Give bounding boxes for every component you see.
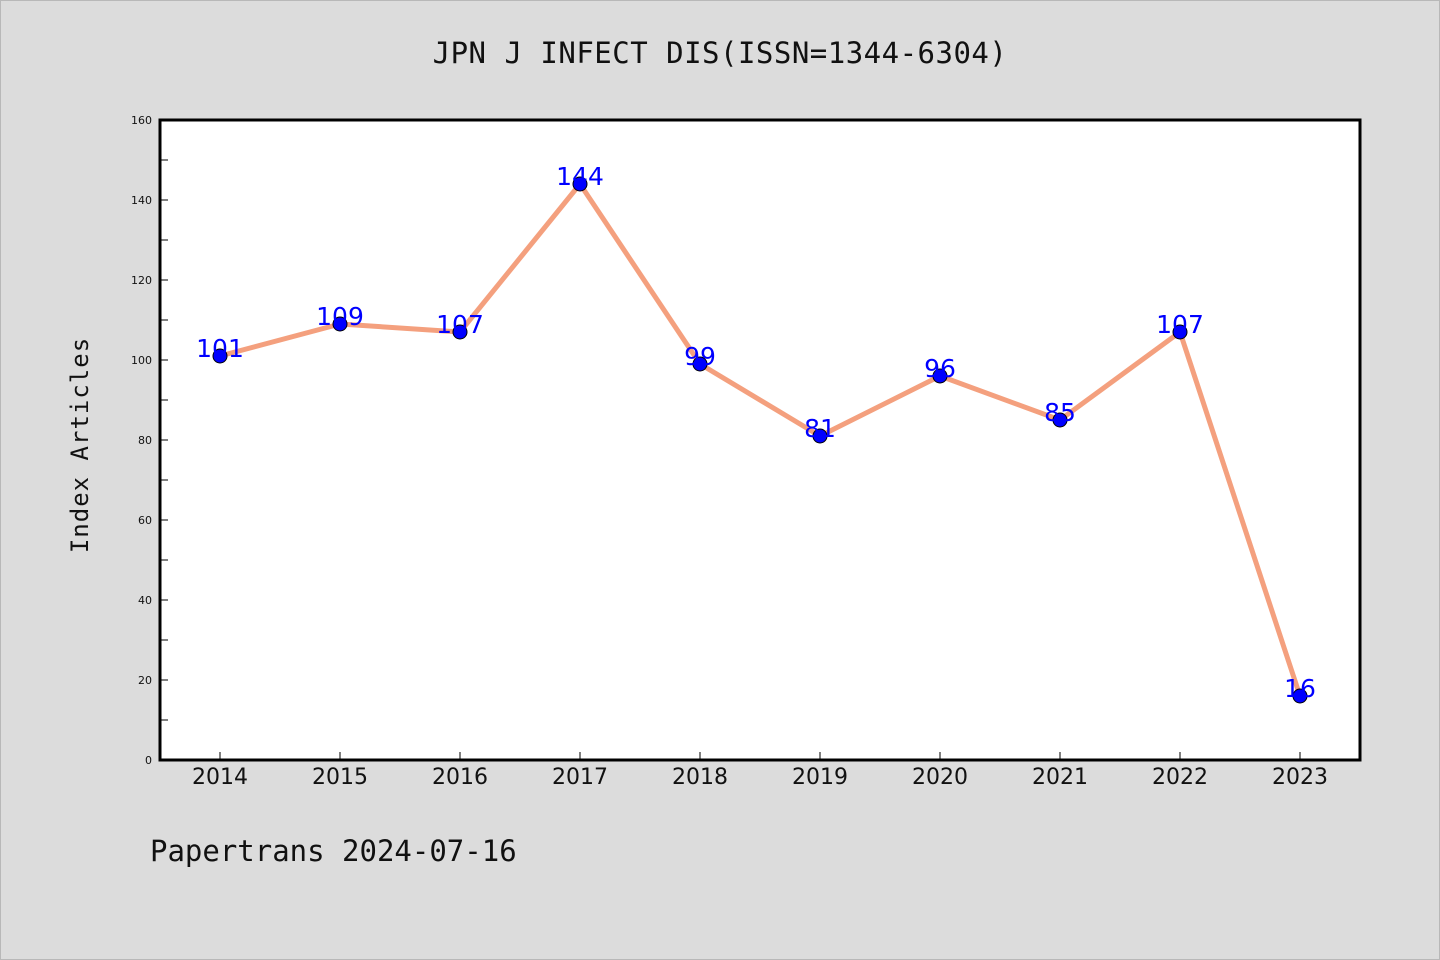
y-axis-label: Index Articles <box>66 337 94 553</box>
data-label: 101 <box>196 334 244 363</box>
x-tick-label: 2022 <box>1152 765 1208 790</box>
x-tick-label: 2016 <box>432 765 488 790</box>
data-label: 144 <box>556 162 604 191</box>
data-point <box>692 356 708 372</box>
chart-title: JPN J INFECT DIS(ISSN=1344-6304) <box>432 36 1008 70</box>
data-point <box>812 428 828 444</box>
y-tick-label: 140 <box>131 194 152 207</box>
data-point <box>452 324 468 340</box>
y-tick-label: 120 <box>131 274 152 287</box>
y-tick-label: 0 <box>145 754 152 767</box>
plot-area <box>158 118 1362 762</box>
x-tick-label: 2021 <box>1032 765 1088 790</box>
x-tick-label: 2014 <box>192 765 248 790</box>
y-axis: 0 20 40 60 80 100 120 140 160 <box>131 114 168 767</box>
y-tick-label: 40 <box>138 594 152 607</box>
data-point <box>572 176 588 192</box>
x-axis: 2014 2015 2016 2017 2018 2019 2020 2021 2022 2023 <box>192 752 1328 790</box>
data-point <box>1172 324 1188 340</box>
series-line <box>219 181 1303 697</box>
data-point <box>212 348 228 364</box>
data-labels: 101 109 107 144 99 81 96 85 107 16 <box>196 162 1316 703</box>
data-point <box>932 368 948 384</box>
data-label: 81 <box>804 414 836 443</box>
x-tick-label: 2015 <box>312 765 368 790</box>
data-label: 16 <box>1284 674 1316 703</box>
y-tick-label: 60 <box>138 514 152 527</box>
data-label: 107 <box>436 310 484 339</box>
y-tick-label: 20 <box>138 674 152 687</box>
data-point <box>332 316 348 332</box>
data-points <box>212 176 1308 704</box>
y-tick-label: 160 <box>131 114 152 127</box>
data-label: 107 <box>1156 310 1204 339</box>
data-label: 109 <box>316 302 364 331</box>
y-tick-label: 100 <box>131 354 152 367</box>
x-tick-label: 2020 <box>912 765 968 790</box>
x-tick-label: 2018 <box>672 765 728 790</box>
x-tick-label: 2017 <box>552 765 608 790</box>
footer-text: Papertrans 2024-07-16 <box>150 834 517 868</box>
y-tick-label: 80 <box>138 434 152 447</box>
x-tick-label: 2019 <box>792 765 848 790</box>
data-label: 85 <box>1044 398 1076 427</box>
data-point <box>1292 688 1308 704</box>
x-tick-label: 2023 <box>1272 765 1328 790</box>
data-label: 96 <box>924 354 956 383</box>
data-point <box>1052 412 1068 428</box>
data-label: 99 <box>684 342 716 371</box>
